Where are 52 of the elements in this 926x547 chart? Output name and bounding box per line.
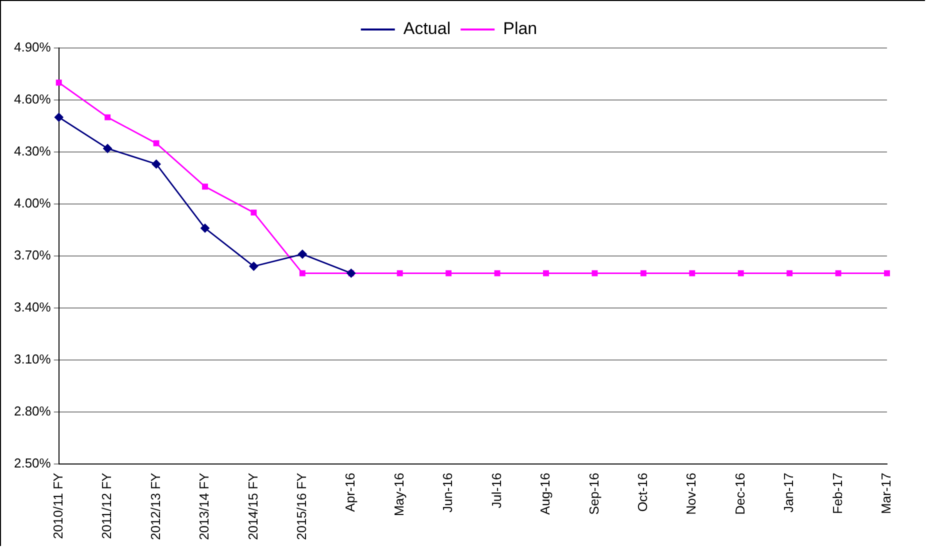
legend-label: Actual (403, 19, 451, 38)
point (786, 270, 793, 276)
x-tick-label: 2013/14 FY (196, 472, 212, 540)
x-tick-label: Mar-17 (878, 472, 894, 514)
x-tick-label: 2011/12 FY (99, 472, 114, 540)
point (446, 270, 452, 276)
point (104, 114, 111, 120)
x-tick-label: Oct-16 (635, 472, 650, 512)
x-tick-label: Feb-17 (830, 472, 845, 514)
point (103, 144, 112, 153)
x-tick-label: 2015/16 FY (294, 472, 310, 540)
point (396, 270, 403, 276)
x-tick-label: Jul-16 (488, 472, 504, 508)
point (54, 112, 64, 122)
x-tick-label: Jan-17 (781, 472, 796, 513)
x-tick-label: May-16 (391, 472, 406, 516)
y-tick-label: 4.60% (14, 92, 52, 107)
point (298, 250, 307, 259)
x-tick-label: Apr-16 (342, 472, 358, 512)
point (152, 160, 161, 169)
point (494, 270, 500, 276)
x-tick-label: Sep-16 (586, 472, 602, 515)
y-tick-label: 4.30% (14, 144, 52, 159)
x-tick-label: Nov-16 (684, 472, 699, 515)
y-tick-label: 3.10% (14, 351, 52, 366)
x-tick-label: Dec-16 (732, 472, 748, 515)
point (299, 270, 306, 276)
point (543, 270, 549, 276)
point (153, 140, 160, 146)
point (835, 270, 842, 276)
point (56, 80, 62, 86)
y-tick-label: 2.50% (14, 455, 52, 470)
y-tick-label: 2.80% (14, 403, 52, 418)
point (640, 270, 646, 276)
point (250, 210, 257, 216)
x-tick-label: Aug-16 (538, 472, 553, 515)
x-tick-label: 2010/11 FY (50, 472, 66, 540)
x-tick-label: 2014/15 FY (245, 472, 260, 540)
point (249, 262, 258, 271)
point (884, 270, 890, 276)
y-tick-label: 3.70% (14, 247, 52, 262)
x-tick-label: Jun-16 (440, 472, 456, 513)
point (202, 184, 208, 190)
y-tick-label: 4.00% (14, 195, 52, 210)
point (592, 270, 598, 276)
x-tick-label: 2012/13 FY (148, 472, 163, 540)
y-tick-label: 4.90% (14, 40, 52, 55)
point (689, 270, 696, 276)
point (738, 270, 744, 276)
point (200, 224, 210, 233)
y-tick-label: 3.40% (14, 299, 52, 314)
legend-label: Plan (503, 19, 538, 38)
